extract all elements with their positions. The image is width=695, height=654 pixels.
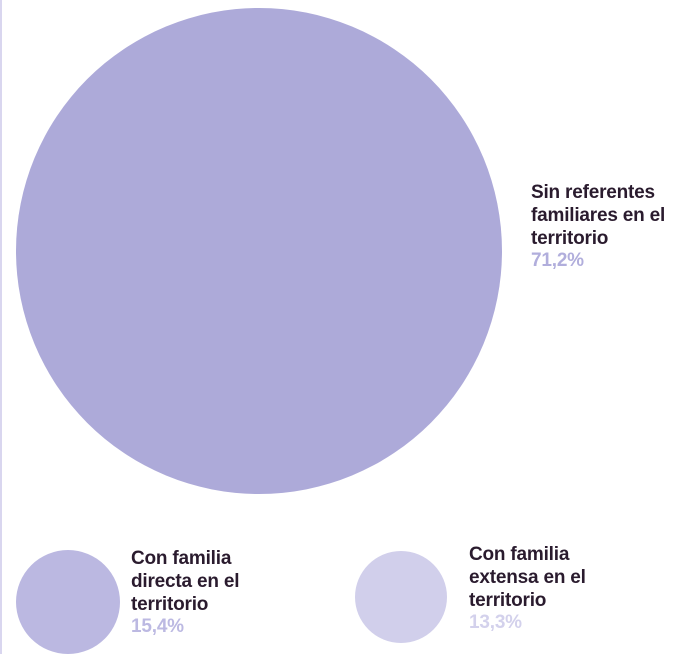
label-sin-referentes: Sin referentes familiares en el territor… bbox=[531, 181, 695, 272]
category-label: Sin referentes familiares en el territor… bbox=[531, 182, 666, 249]
label-familia-directa: Con familia directa en el territorio 15,… bbox=[131, 547, 271, 638]
value-label: 13,3% bbox=[469, 612, 522, 633]
bubble-familia-directa bbox=[16, 550, 120, 654]
value-label: 15,4% bbox=[131, 616, 184, 637]
bubble-familia-extensa bbox=[355, 551, 447, 643]
bubble-sin-referentes bbox=[16, 8, 502, 494]
category-label: Con familia extensa en el territorio bbox=[469, 544, 586, 611]
value-label: 71,2% bbox=[531, 250, 584, 271]
left-border-line bbox=[0, 0, 2, 654]
category-label: Con familia directa en el territorio bbox=[131, 548, 240, 615]
label-familia-extensa: Con familia extensa en el territorio 13,… bbox=[469, 543, 609, 634]
